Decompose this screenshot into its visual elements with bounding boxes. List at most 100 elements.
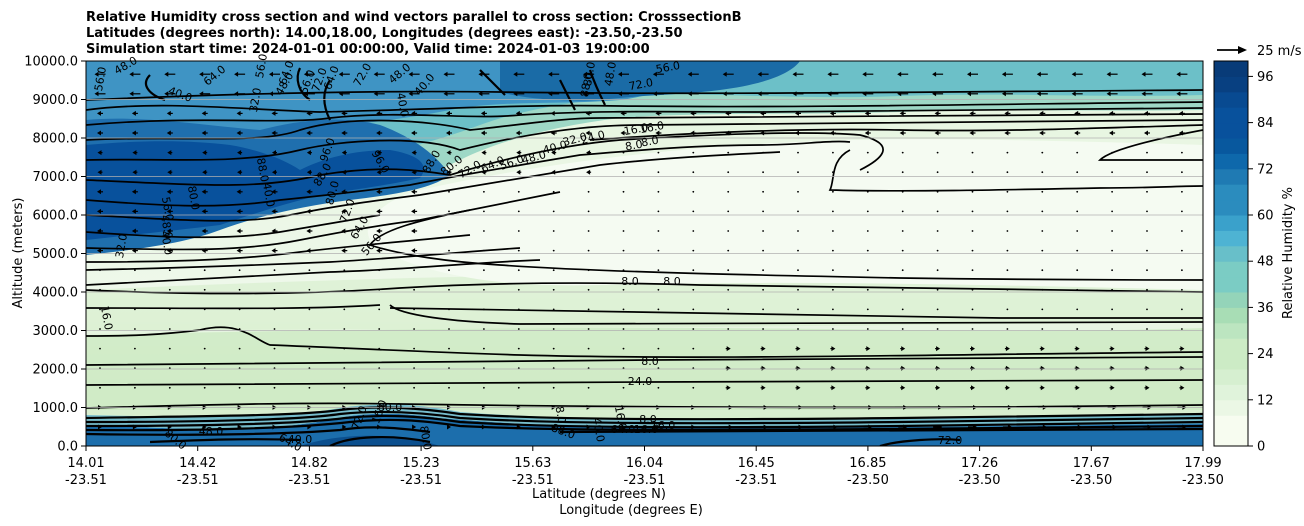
wind-vector-head xyxy=(655,110,660,116)
wind-vector xyxy=(448,190,450,193)
contour-line xyxy=(86,410,1203,425)
wind-vector xyxy=(1041,328,1044,330)
wind-vector-head xyxy=(376,228,381,234)
x-tick-label-lat: 14.01 xyxy=(67,456,104,471)
contour-label: 88.0 xyxy=(578,72,595,98)
colorbar-tick-label: 72 xyxy=(1257,162,1274,177)
y-axis-ticks: 0.0 1000.0 2000.0 3000.0 4000.0 5000.0 6000.0 7… xyxy=(24,55,86,455)
contour-label: 80.0 xyxy=(417,425,434,451)
wind-vector-head xyxy=(272,424,277,430)
wind-vector xyxy=(1006,151,1009,154)
wind-vector-head xyxy=(341,169,346,175)
contour-label: 56.0 xyxy=(253,53,270,79)
wind-vector-head xyxy=(792,91,797,97)
wind-vector-head xyxy=(726,346,731,352)
wind-vector xyxy=(692,230,695,232)
wind-vector-head xyxy=(1147,424,1152,430)
colorbar-level-band xyxy=(1214,122,1248,139)
wind-vector-head xyxy=(969,110,974,116)
wind-vector xyxy=(1181,308,1183,311)
wind-vector xyxy=(203,328,206,330)
wind-vector xyxy=(936,151,939,154)
wind-vector-head xyxy=(936,346,941,352)
contour-lines xyxy=(86,89,1203,409)
wind-vector-head xyxy=(1178,110,1183,116)
wind-vector-head xyxy=(447,424,451,430)
wind-vector xyxy=(1076,171,1079,174)
wind-vector-head xyxy=(585,110,590,116)
wind-vector-head xyxy=(967,91,971,97)
wind-vector-head xyxy=(166,130,171,136)
x-tick-label-lon: -23.51 xyxy=(512,473,554,488)
wind-vector xyxy=(1181,288,1183,291)
wind-vector xyxy=(692,249,695,252)
wind-vector xyxy=(517,230,520,232)
wind-vector xyxy=(971,210,974,213)
wind-vector-head xyxy=(515,110,520,116)
wind-vector xyxy=(134,347,136,350)
wind-vector xyxy=(727,171,730,174)
wind-vector-head xyxy=(272,150,276,156)
wind-vector-head xyxy=(376,248,381,254)
wind-vector-head xyxy=(722,71,727,77)
wind-vector xyxy=(622,308,625,311)
wind-vector xyxy=(238,269,241,272)
wind-vector-head xyxy=(132,150,137,156)
wind-vector xyxy=(762,230,764,232)
wind-vector xyxy=(587,210,590,213)
wind-vector-head xyxy=(97,110,101,116)
wind-vector-head xyxy=(411,150,416,156)
wind-vector xyxy=(762,151,764,154)
wind-vector xyxy=(727,230,730,232)
wind-vector-head xyxy=(306,208,311,214)
wind-vector-head xyxy=(446,130,450,136)
x-tick-label-lon: -23.51 xyxy=(177,473,219,488)
wind-vector-head xyxy=(515,130,520,136)
contour-label: 8.0 xyxy=(640,134,659,150)
wind-vector-head xyxy=(271,228,276,234)
wind-vector-head xyxy=(480,130,485,136)
wind-vector-head xyxy=(1109,130,1114,136)
wind-vector-head xyxy=(897,71,902,77)
wind-vector xyxy=(238,328,241,330)
wind-vector xyxy=(1181,249,1183,252)
wind-vector xyxy=(99,288,101,291)
colorbar-level-band xyxy=(1214,430,1248,447)
wind-vector xyxy=(657,151,660,154)
wind-vector xyxy=(448,386,450,389)
x-tick-label-lat: 16.85 xyxy=(849,456,886,471)
wind-vector-head xyxy=(131,248,136,254)
wind-vector xyxy=(657,288,660,291)
contour-line xyxy=(323,79,331,121)
contour-line xyxy=(144,74,166,102)
wind-vector-head xyxy=(1180,385,1185,391)
wind-vector xyxy=(552,308,555,311)
wind-vector-head xyxy=(583,91,588,97)
contour-label: 16.0 xyxy=(634,423,659,436)
wind-vector xyxy=(692,190,695,193)
wind-vector-head xyxy=(166,248,171,254)
wind-vector xyxy=(971,190,974,193)
wind-vector xyxy=(622,386,625,389)
wind-vector xyxy=(727,269,730,272)
wind-vector-head xyxy=(306,130,311,136)
contour-line xyxy=(86,326,1203,358)
wind-vector-head xyxy=(1040,365,1045,371)
wind-vector xyxy=(971,269,974,272)
wind-vector-head xyxy=(795,110,799,116)
wind-vector-head xyxy=(690,130,695,136)
wind-vector-head xyxy=(621,424,626,430)
wind-vector xyxy=(901,210,904,213)
wind-vector xyxy=(203,269,206,272)
wind-vector-head xyxy=(725,110,730,116)
wind-vector-head xyxy=(236,110,241,116)
wind-vector-head xyxy=(1106,91,1111,97)
colorbar-level-band xyxy=(1214,76,1248,93)
wind-vector xyxy=(866,190,869,193)
wind-vector-head xyxy=(306,110,311,116)
wind-vector xyxy=(1041,190,1044,193)
wind-vector xyxy=(971,328,974,330)
wind-vector-head xyxy=(864,110,869,116)
wind-vector xyxy=(1006,269,1009,272)
